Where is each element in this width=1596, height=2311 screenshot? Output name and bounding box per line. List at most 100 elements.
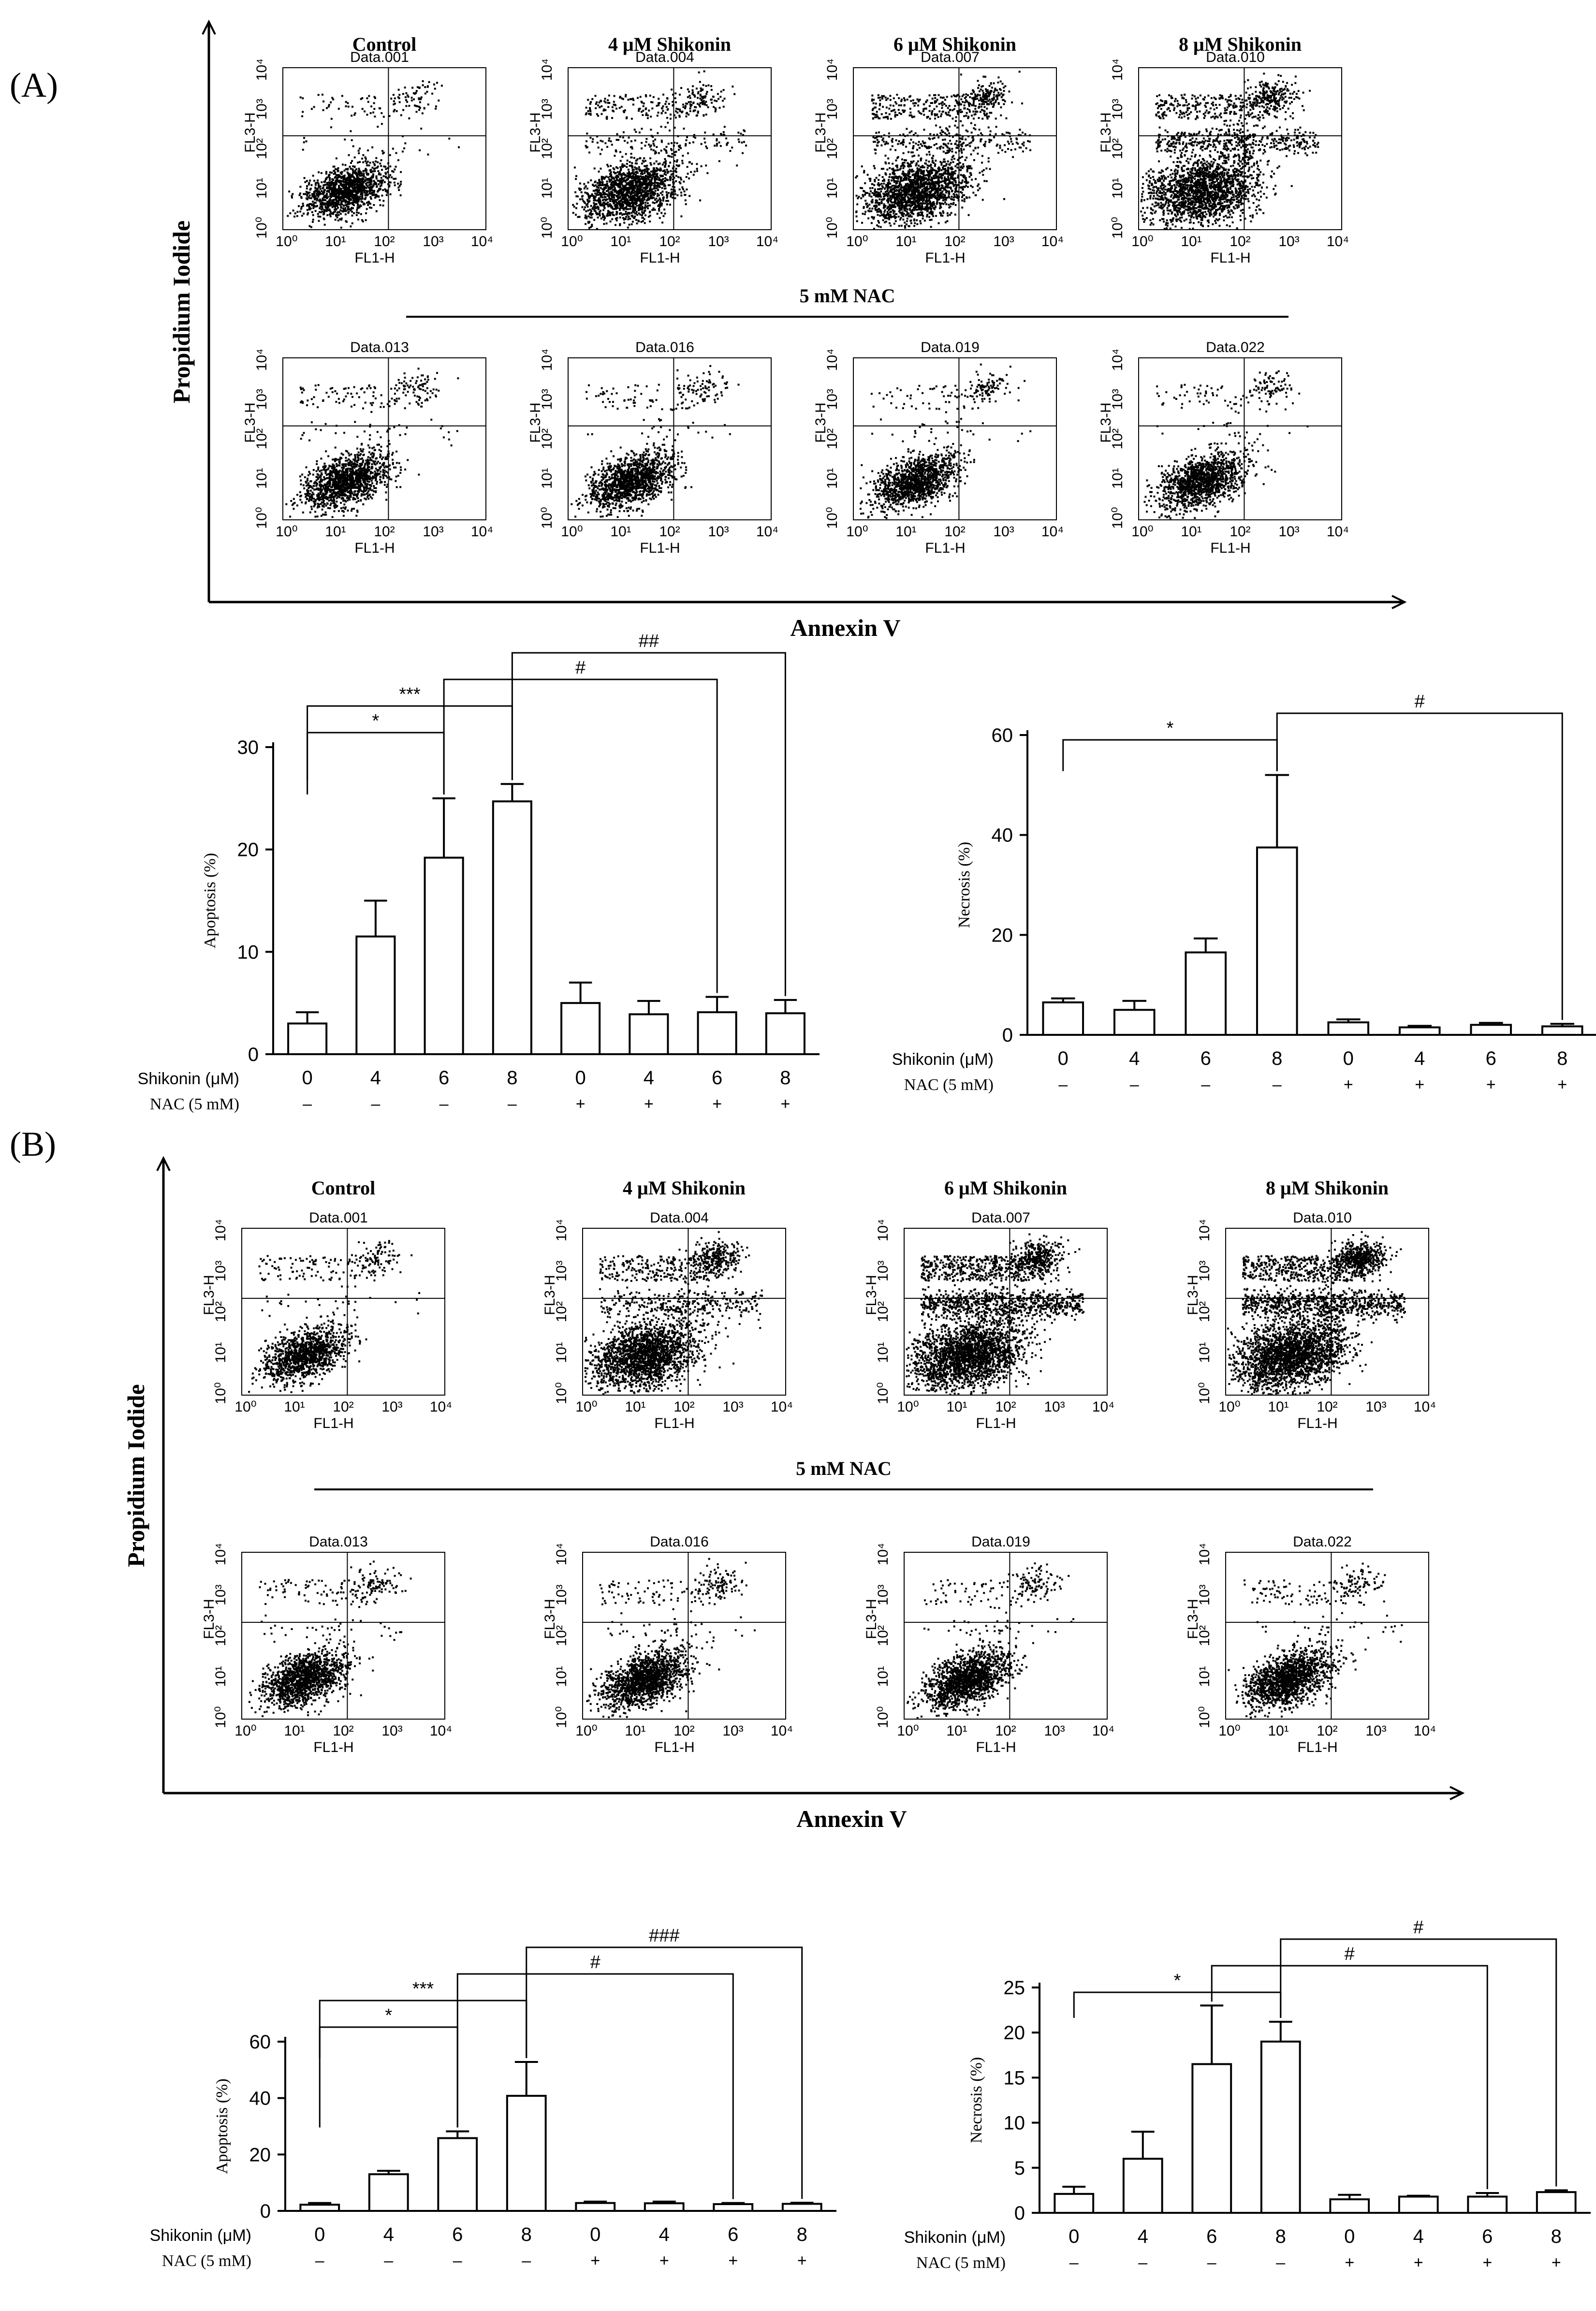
- category-label: 4: [644, 1067, 654, 1089]
- row-label-shikonin: Shikonin (μM): [892, 1050, 994, 1069]
- dot-plot-frame: [241, 1228, 445, 1396]
- bar-chart-y-label: Necrosis (%): [955, 842, 973, 928]
- dot-plot-events: [1228, 1562, 1403, 1719]
- dot-plot-x-tick: 10¹: [1268, 1399, 1289, 1415]
- row-label-shikonin: Shikonin (μM): [904, 2228, 1006, 2247]
- category-label: 8: [1557, 1048, 1567, 1069]
- nac-sign: +: [780, 1095, 790, 1113]
- dot-plot-x-tick: 10⁴: [1327, 524, 1349, 540]
- dot-plot-x-tick: 10⁴: [430, 1399, 452, 1415]
- bar: [765, 1012, 805, 1055]
- row-label-nac: NAC (5 mM): [904, 1076, 994, 1094]
- nac-sign: +: [576, 1095, 586, 1113]
- y-axis-title: Propidium Iodide: [122, 1384, 149, 1567]
- dot-plot-x-tick: 10³: [1278, 234, 1299, 250]
- significance-bracket: [1062, 739, 1278, 771]
- dot-plot-x-tick: 10³: [993, 234, 1014, 250]
- dot-plot-events: [586, 1558, 756, 1719]
- significance-bracket: [307, 732, 445, 795]
- dot-plot-x-tick: 10⁴: [471, 234, 493, 250]
- category-label: 0: [1343, 1048, 1354, 1069]
- bar: [1467, 2195, 1508, 2214]
- bar: [697, 1011, 737, 1055]
- dot-plot-frame: [582, 1552, 786, 1720]
- dot-plot-y-label: FL3-H: [201, 1275, 217, 1315]
- significance-label: #: [1413, 1917, 1423, 1938]
- dot-plot-events: [572, 70, 747, 230]
- dot-plot-x-tick: 10⁰: [276, 234, 297, 250]
- nac-sign: –: [384, 2252, 393, 2270]
- dot-plot-x-tick: 10⁰: [897, 1399, 919, 1415]
- dot-plot: Data.022 10⁰ 10⁰ 10¹ 10¹ 10² 10² 10³ 10³ 10⁴ 10⁴ FL…: [1185, 1534, 1436, 1755]
- dot-plot-sample: Data.007: [921, 49, 980, 65]
- category-label: 6: [1206, 2226, 1217, 2247]
- dot-plot-x-tick: 10¹: [946, 1723, 967, 1739]
- dot-plot-x-tick: 10⁰: [234, 1723, 256, 1739]
- dot-plot-x-tick: 10³: [381, 1399, 402, 1415]
- category-label: 4: [1414, 1048, 1425, 1069]
- bar: [355, 935, 396, 1056]
- dot-plot-x-label: FL1-H: [925, 540, 965, 556]
- bar-chart-y-tick-label: 20: [1004, 2022, 1025, 2044]
- dot-plot-x-tick: 10⁴: [471, 524, 493, 540]
- bar-chart-y-tick-label: 40: [992, 825, 1013, 846]
- dot-plot-x-tick: 10³: [381, 1723, 402, 1739]
- category-label: 6: [728, 2224, 738, 2245]
- nac-sign: –: [1273, 1075, 1282, 1094]
- dot-plot-x-tick: 10⁴: [771, 1723, 793, 1739]
- dot-plot-x-tick: 10⁴: [1327, 234, 1349, 250]
- dot-plot-y-tick: 10⁰: [554, 1382, 570, 1404]
- dot-plot-x-tick: 10⁰: [846, 524, 868, 540]
- dot-plot-y-label: FL3-H: [813, 402, 829, 442]
- bar: [1398, 2195, 1439, 2214]
- significance-label: ***: [412, 1979, 434, 1999]
- nac-sign: –: [439, 1095, 449, 1113]
- bar: [1054, 2193, 1095, 2214]
- bar-chart-y-tick-label: 60: [249, 2031, 271, 2053]
- significance-bracket: [443, 678, 718, 993]
- dot-plot-y-tick: 10²: [824, 138, 840, 159]
- condition-title: Control: [311, 1177, 376, 1199]
- bar: [492, 800, 532, 1055]
- dot-plot-frame: [282, 67, 486, 230]
- dot-plot-y-tick: 10¹: [875, 1342, 891, 1363]
- dot-plot-x-tick: 10²: [944, 524, 965, 540]
- dot-plot-y-tick: 10³: [539, 99, 555, 119]
- dot-plot-y-tick: 10²: [213, 1625, 229, 1646]
- dot-plot-y-label: FL3-H: [813, 112, 829, 152]
- dot-plot-y-tick: 10³: [554, 1585, 570, 1605]
- dot-plot-x-tick: 10⁰: [561, 234, 583, 250]
- bar-chart-y-tick-label: 40: [249, 2088, 271, 2109]
- dot-plot-y-label: FL3-H: [527, 402, 543, 442]
- significance-label: *: [372, 711, 379, 731]
- dot-plot: Data.010 10⁰ 10⁰ 10¹ 10¹ 10² 10² 10³ 10³ 10⁴ 10⁴ FL…: [1098, 49, 1349, 266]
- dot-plot-y-tick: 10⁴: [554, 1219, 570, 1241]
- bar: [299, 2204, 340, 2212]
- dot-plot-x-tick: 10¹: [610, 234, 631, 250]
- dot-plot-y-tick: 10⁴: [213, 1219, 229, 1241]
- dot-plot-y-tick: 10⁰: [875, 1382, 891, 1404]
- bar-chart-y-tick-label: 60: [992, 725, 1013, 746]
- bar-chart-y-tick-label: 10: [1004, 2113, 1025, 2134]
- dot-plot-frame: [904, 1552, 1108, 1720]
- bar-chart-y-label: Apoptosis (%): [201, 853, 219, 948]
- category-label: 4: [1129, 1048, 1140, 1069]
- dot-plot-sample: Data.013: [350, 339, 409, 355]
- dot-plot-y-label: FL3-H: [542, 1599, 558, 1639]
- condition-title: 4 μM Shikonin: [608, 33, 731, 55]
- dot-plot-x-tick: 10¹: [1181, 234, 1201, 250]
- nac-sign: –: [1130, 1075, 1139, 1094]
- bar-chart-y-tick-label: 0: [1014, 2203, 1025, 2224]
- dot-plot-x-label: FL1-H: [354, 540, 395, 556]
- dot-plot-frame: [582, 1228, 786, 1396]
- dot-plot-y-tick: 10⁰: [554, 1706, 570, 1728]
- nac-sign: +: [1345, 2253, 1354, 2272]
- dot-plot-events: [571, 365, 740, 518]
- bar-chart-y-tick-label: 20: [237, 839, 259, 861]
- dot-plot-y-tick: 10²: [1197, 1625, 1213, 1646]
- dot-plot-y-tick: 10⁴: [824, 59, 840, 81]
- dot-plot-x-tick: 10⁴: [1041, 524, 1064, 540]
- nac-sign: +: [712, 1095, 722, 1113]
- significance-bracket: [1276, 712, 1563, 1020]
- dot-plot-x-tick: 10⁴: [1414, 1399, 1436, 1415]
